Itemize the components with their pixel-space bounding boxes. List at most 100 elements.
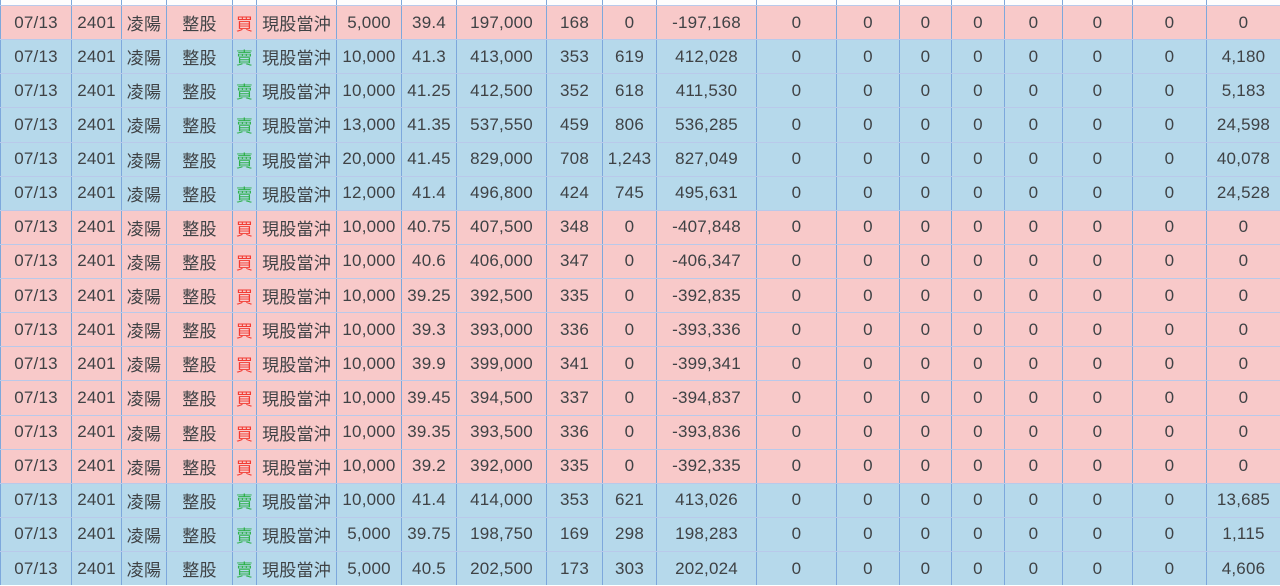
cell-quantity: 10,000 bbox=[337, 210, 402, 244]
table-row[interactable]: 07/13 2401 凌陽 整股買現股當沖 10,000 40.6 406,000 347 0-… bbox=[0, 244, 1280, 279]
gridline-cell-extra-col-1 bbox=[757, 0, 837, 5]
table-row[interactable]: 07/13 2401 凌陽 整股買現股當沖 10,000 40.75 407,500 348 0… bbox=[0, 210, 1280, 245]
cell-extra-col-2: 0 bbox=[837, 517, 900, 551]
cell-fee: 337 bbox=[547, 381, 603, 415]
cell-extra-col-4: 0 bbox=[952, 415, 1005, 449]
table-row[interactable]: 07/13 2401 凌陽 整股賣現股當沖 12,000 41.4 496,800 424 74… bbox=[0, 176, 1280, 211]
table-row[interactable]: 07/13 2401 凌陽 整股買現股當沖 5,000 39.4 197,000 168 0 -1… bbox=[0, 6, 1280, 41]
cell-extra-col-5: 0 bbox=[1005, 108, 1063, 142]
cell-quantity: 10,000 bbox=[337, 449, 402, 483]
table-body: 07/13 2401 凌陽 整股買現股當沖 5,000 39.4 197,000 168 0 -1… bbox=[0, 6, 1280, 586]
cell-extra-col-3: 0 bbox=[900, 244, 952, 278]
cell-extra-col-4: 0 bbox=[952, 347, 1005, 381]
cell-tax: 621 bbox=[603, 483, 657, 517]
cell-lot-type: 整股 bbox=[167, 6, 233, 40]
table-row[interactable]: 07/13 2401 凌陽 整股賣現股當沖 10,000 41.25 412,500 352 6… bbox=[0, 74, 1280, 109]
cell-lot-type: 整股 bbox=[167, 40, 233, 74]
cell-extra-col-3: 0 bbox=[900, 6, 952, 40]
cell-amount: 399,000 bbox=[457, 347, 547, 381]
table-row[interactable]: 07/13 2401 凌陽 整股賣現股當沖 10,000 41.3 413,000 353 61… bbox=[0, 40, 1280, 75]
cell-extra-col-7: 0 bbox=[1133, 74, 1207, 108]
cell-fee: 341 bbox=[547, 347, 603, 381]
cell-fee: 424 bbox=[547, 176, 603, 210]
cell-extra-col-1: 0 bbox=[757, 279, 837, 313]
cell-lot-type: 整股 bbox=[167, 449, 233, 483]
cell-stock-code: 2401 bbox=[72, 483, 122, 517]
cell-extra-col-6: 0 bbox=[1063, 108, 1133, 142]
cell-extra-col-6: 0 bbox=[1063, 449, 1133, 483]
cell-net-amount: 198,283 bbox=[657, 517, 757, 551]
cell-fee: 335 bbox=[547, 279, 603, 313]
cell-stock-code: 2401 bbox=[72, 449, 122, 483]
cell-extra-col-7: 0 bbox=[1133, 313, 1207, 347]
cell-net-amount: -393,336 bbox=[657, 313, 757, 347]
cell-trade-type: 現股當沖 bbox=[257, 142, 337, 176]
cell-fee: 168 bbox=[547, 6, 603, 40]
table-row[interactable]: 07/13 2401 凌陽 整股賣現股當沖 13,000 41.35 537,550 459 8… bbox=[0, 108, 1280, 143]
cell-extra-col-7: 0 bbox=[1133, 279, 1207, 313]
cell-net-amount: -399,341 bbox=[657, 347, 757, 381]
cell-trade-type: 現股當沖 bbox=[257, 74, 337, 108]
table-row[interactable]: 07/13 2401 凌陽 整股買現股當沖 10,000 39.25 392,500 335 0… bbox=[0, 279, 1280, 314]
cell-extra-col-4: 0 bbox=[952, 279, 1005, 313]
cell-trade-type: 現股當沖 bbox=[257, 449, 337, 483]
cell-extra-col-5: 0 bbox=[1005, 6, 1063, 40]
cell-extra-col-4: 0 bbox=[952, 108, 1005, 142]
cell-stock-code: 2401 bbox=[72, 517, 122, 551]
cell-extra-col-3: 0 bbox=[900, 483, 952, 517]
cell-net-amount: 411,530 bbox=[657, 74, 757, 108]
cell-extra-col-3: 0 bbox=[900, 108, 952, 142]
cell-net-amount: 412,028 bbox=[657, 40, 757, 74]
cell-extra-col-3: 0 bbox=[900, 40, 952, 74]
cell-trade-date: 07/13 bbox=[0, 176, 72, 210]
cell-fee: 348 bbox=[547, 210, 603, 244]
table-row[interactable]: 07/13 2401 凌陽 整股買現股當沖 10,000 39.35 393,500 336 0… bbox=[0, 415, 1280, 450]
cell-extra-col-4: 0 bbox=[952, 244, 1005, 278]
cell-buy-sell: 賣 bbox=[233, 517, 257, 551]
cell-extra-col-7: 0 bbox=[1133, 142, 1207, 176]
cell-net-amount: -393,836 bbox=[657, 415, 757, 449]
cell-extra-col-1: 0 bbox=[757, 74, 837, 108]
cell-extra-col-5: 0 bbox=[1005, 313, 1063, 347]
cell-quantity: 12,000 bbox=[337, 176, 402, 210]
cell-trade-type: 現股當沖 bbox=[257, 279, 337, 313]
table-row[interactable]: 07/13 2401 凌陽 整股賣現股當沖 5,000 39.75 198,750 169 29… bbox=[0, 517, 1280, 552]
cell-trade-date: 07/13 bbox=[0, 74, 72, 108]
cell-extra-col-5: 0 bbox=[1005, 552, 1063, 586]
cell-quantity: 10,000 bbox=[337, 347, 402, 381]
cell-amount: 202,500 bbox=[457, 552, 547, 586]
cell-net-amount: -394,837 bbox=[657, 381, 757, 415]
cell-extra-col-6: 0 bbox=[1063, 40, 1133, 74]
cell-quantity: 13,000 bbox=[337, 108, 402, 142]
cell-stock-code: 2401 bbox=[72, 313, 122, 347]
cell-fee: 353 bbox=[547, 483, 603, 517]
cell-extra-col-4: 0 bbox=[952, 210, 1005, 244]
cell-stock-code: 2401 bbox=[72, 74, 122, 108]
cell-extra-col-7: 0 bbox=[1133, 6, 1207, 40]
cell-stock-name: 凌陽 bbox=[122, 6, 167, 40]
cell-amount: 406,000 bbox=[457, 244, 547, 278]
table-row[interactable]: 07/13 2401 凌陽 整股賣現股當沖 10,000 41.4 414,000 353 62… bbox=[0, 483, 1280, 518]
cell-price: 39.2 bbox=[402, 449, 457, 483]
cell-stock-name: 凌陽 bbox=[122, 142, 167, 176]
table-row[interactable]: 07/13 2401 凌陽 整股買現股當沖 10,000 39.3 393,000 336 0-… bbox=[0, 313, 1280, 348]
cell-fee: 169 bbox=[547, 517, 603, 551]
table-row[interactable]: 07/13 2401 凌陽 整股賣現股當沖 5,000 40.5 202,500 173 303… bbox=[0, 552, 1280, 586]
gridline-cell-trade-date bbox=[0, 0, 72, 5]
table-row[interactable]: 07/13 2401 凌陽 整股買現股當沖 10,000 39.2 392,000 335 0-… bbox=[0, 449, 1280, 484]
table-row[interactable]: 07/13 2401 凌陽 整股賣現股當沖 20,000 41.45 829,000 708 1… bbox=[0, 142, 1280, 177]
cell-price: 39.45 bbox=[402, 381, 457, 415]
table-row[interactable]: 07/13 2401 凌陽 整股買現股當沖 10,000 39.45 394,500 337 0… bbox=[0, 381, 1280, 416]
cell-lot-type: 整股 bbox=[167, 347, 233, 381]
cell-net-amount: 495,631 bbox=[657, 176, 757, 210]
table-row[interactable]: 07/13 2401 凌陽 整股買現股當沖 10,000 39.9 399,000 341 0-… bbox=[0, 347, 1280, 382]
cell-stock-name: 凌陽 bbox=[122, 40, 167, 74]
cell-extra-col-4: 0 bbox=[952, 74, 1005, 108]
gridline-cell-quantity bbox=[337, 0, 402, 5]
gridline-cell-fee bbox=[547, 0, 603, 5]
cell-trade-date: 07/13 bbox=[0, 210, 72, 244]
cell-trade-date: 07/13 bbox=[0, 449, 72, 483]
cell-profit-loss: 0 bbox=[1238, 422, 1249, 442]
cell-stock-code: 2401 bbox=[72, 176, 122, 210]
